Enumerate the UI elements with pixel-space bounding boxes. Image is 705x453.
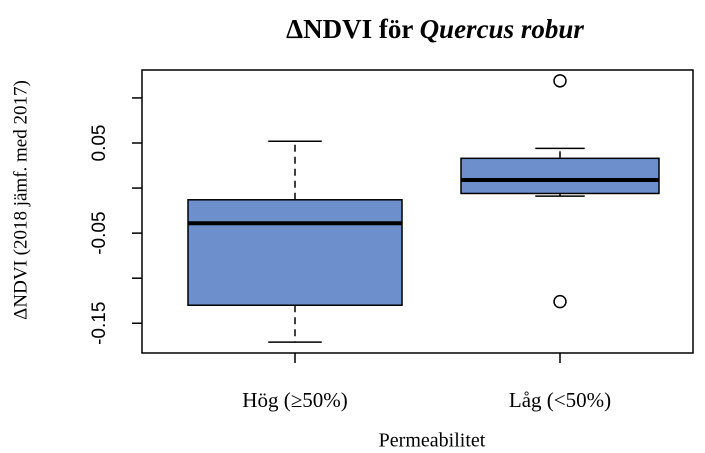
- outlier: [553, 74, 567, 88]
- box: [187, 199, 403, 306]
- plot-frame: [141, 69, 694, 354]
- y-tick-label: 0.05: [89, 125, 110, 162]
- title-main: ΔNDVI för: [286, 14, 413, 44]
- x-tick-label: Hög (≥50%): [242, 388, 347, 412]
- outlier: [553, 294, 567, 309]
- title-species: Quercus robur: [420, 14, 585, 44]
- x-axis-label: Permeabilitet: [379, 430, 486, 452]
- chart-title: ΔNDVI för Quercus robur: [286, 14, 584, 44]
- x-tick-label: Låg (<50%): [509, 388, 611, 412]
- y-tick-label: -0.15: [89, 302, 110, 345]
- y-tick-label: -0.05: [89, 211, 110, 254]
- y-axis-label: ΔNDVI (2018 jämf. med 2017): [10, 80, 31, 320]
- box: [460, 157, 660, 195]
